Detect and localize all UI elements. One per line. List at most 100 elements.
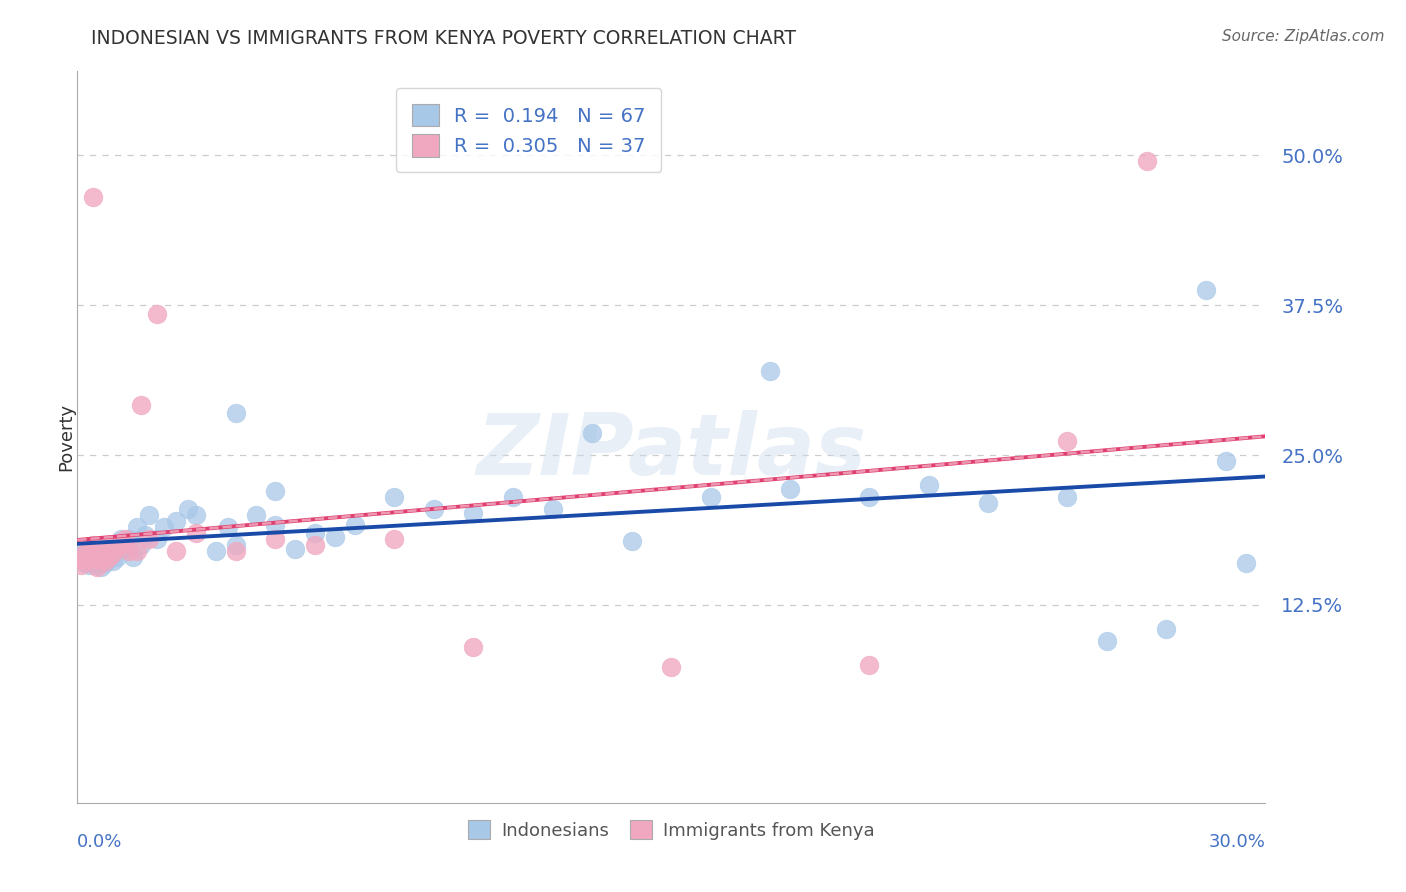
Point xyxy=(134,528,156,542)
Point xyxy=(284,541,307,556)
Point xyxy=(105,541,128,556)
Legend: Indonesians, Immigrants from Kenya: Indonesians, Immigrants from Kenya xyxy=(460,811,883,848)
Point xyxy=(114,532,136,546)
Text: 30.0%: 30.0% xyxy=(1209,833,1265,851)
Point xyxy=(581,426,603,441)
Point xyxy=(186,526,208,541)
Point xyxy=(90,559,112,574)
Point xyxy=(94,541,117,556)
Point xyxy=(138,532,160,546)
Point xyxy=(98,552,121,566)
Point xyxy=(1056,490,1078,504)
Point xyxy=(343,517,366,532)
Point xyxy=(86,558,108,573)
Point xyxy=(977,496,1000,510)
Point xyxy=(502,490,524,504)
Point xyxy=(779,482,801,496)
Point xyxy=(86,552,108,566)
Point xyxy=(700,490,723,504)
Point xyxy=(225,406,247,420)
Point xyxy=(165,514,187,528)
Point xyxy=(70,558,93,573)
Point xyxy=(118,532,141,546)
Y-axis label: Poverty: Poverty xyxy=(58,403,75,471)
Point xyxy=(264,517,287,532)
Point xyxy=(90,546,112,560)
Text: 0.0%: 0.0% xyxy=(77,833,122,851)
Point xyxy=(98,549,121,564)
Point xyxy=(98,544,121,558)
Point xyxy=(77,546,100,560)
Point xyxy=(225,544,247,558)
Point xyxy=(82,538,104,552)
Point xyxy=(129,538,152,552)
Point xyxy=(101,553,124,567)
Point xyxy=(858,490,880,504)
Point xyxy=(82,190,104,204)
Point xyxy=(118,544,141,558)
Point xyxy=(382,490,405,504)
Point xyxy=(101,546,124,560)
Point xyxy=(70,549,93,564)
Point xyxy=(759,364,782,378)
Point xyxy=(125,520,148,534)
Point xyxy=(94,556,117,570)
Point xyxy=(82,544,104,558)
Point xyxy=(77,558,100,573)
Point xyxy=(82,541,104,556)
Point xyxy=(121,549,143,564)
Point xyxy=(225,538,247,552)
Point xyxy=(145,307,167,321)
Point xyxy=(114,541,136,556)
Point xyxy=(82,549,104,564)
Point xyxy=(75,544,97,558)
Point xyxy=(661,660,683,674)
Point xyxy=(94,549,117,564)
Point xyxy=(323,530,346,544)
Point xyxy=(82,556,104,570)
Point xyxy=(90,553,112,567)
Point xyxy=(90,552,112,566)
Point xyxy=(264,483,287,498)
Point xyxy=(86,559,108,574)
Point xyxy=(205,544,228,558)
Point xyxy=(70,552,93,566)
Point xyxy=(1056,434,1078,448)
Point xyxy=(105,541,128,555)
Point xyxy=(86,552,108,566)
Point xyxy=(1136,154,1159,169)
Point xyxy=(1215,454,1237,468)
Point xyxy=(77,549,100,564)
Point xyxy=(138,508,160,522)
Text: INDONESIAN VS IMMIGRANTS FROM KENYA POVERTY CORRELATION CHART: INDONESIAN VS IMMIGRANTS FROM KENYA POVE… xyxy=(91,29,796,47)
Text: ZIPatlas: ZIPatlas xyxy=(477,410,866,493)
Point xyxy=(110,538,132,552)
Point xyxy=(858,657,880,672)
Point xyxy=(86,544,108,558)
Point xyxy=(75,553,97,567)
Point xyxy=(1195,283,1218,297)
Point xyxy=(217,520,239,534)
Point xyxy=(90,544,112,558)
Point xyxy=(75,546,97,560)
Point xyxy=(165,544,187,558)
Point xyxy=(1095,634,1118,648)
Point xyxy=(382,532,405,546)
Point xyxy=(77,541,100,556)
Point xyxy=(110,532,132,546)
Point xyxy=(918,478,941,492)
Point xyxy=(101,546,124,560)
Point xyxy=(129,398,152,412)
Point xyxy=(1234,556,1257,570)
Point xyxy=(304,526,326,541)
Point xyxy=(620,534,643,549)
Point xyxy=(463,640,485,654)
Point xyxy=(105,549,128,564)
Point xyxy=(304,538,326,552)
Point xyxy=(245,508,267,522)
Point xyxy=(94,546,117,560)
Point xyxy=(153,520,176,534)
Point xyxy=(1156,622,1178,636)
Point xyxy=(94,553,117,567)
Point xyxy=(541,502,564,516)
